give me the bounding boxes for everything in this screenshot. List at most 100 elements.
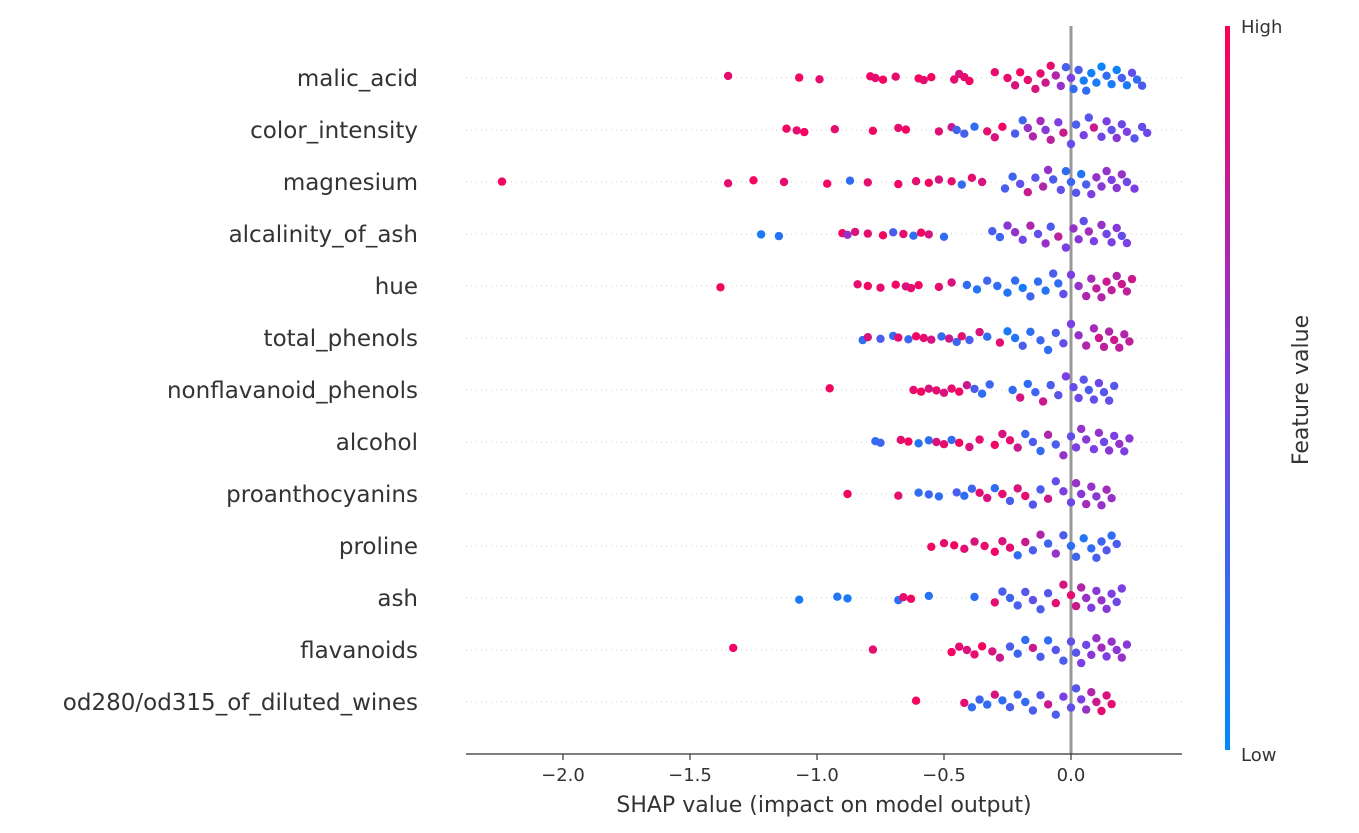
feature-labels: malic_acid color_intensity magnesium alcali…: [63, 66, 418, 716]
feature-label: proanthocyanins: [226, 482, 418, 508]
shap-point: [998, 122, 1007, 131]
shap-point: [1143, 128, 1152, 138]
shap-point: [894, 123, 903, 133]
shap-point: [1021, 429, 1030, 439]
shap-point: [723, 179, 733, 188]
shap-point: [983, 493, 992, 503]
shap-point: [952, 337, 961, 347]
shap-point: [1043, 539, 1053, 548]
shap-point: [919, 75, 928, 85]
shap-point: [1028, 546, 1038, 555]
shap-point: [1097, 293, 1106, 302]
shap-point: [998, 429, 1007, 439]
shap-point: [1061, 167, 1071, 176]
shap-point: [967, 484, 977, 493]
shap-point: [960, 698, 969, 708]
shap-point: [1003, 221, 1012, 230]
shap-point: [1082, 435, 1091, 444]
feature-label: proline: [339, 534, 418, 560]
shap-point: [863, 178, 872, 187]
shap-point: [1074, 393, 1083, 403]
shap-point: [1054, 279, 1063, 288]
shap-point: [1122, 640, 1132, 649]
shap-point: [995, 653, 1005, 662]
shap-point: [1112, 223, 1121, 233]
shap-point: [909, 385, 918, 395]
shap-point: [716, 283, 725, 292]
shap-point: [1071, 479, 1081, 488]
shap-point: [967, 703, 977, 712]
shap-point: [1036, 530, 1045, 539]
shap-point: [1054, 232, 1063, 241]
shap-point: [894, 179, 903, 189]
shap-point: [1036, 446, 1045, 456]
shap-point: [1079, 534, 1088, 543]
shap-point: [1023, 75, 1032, 85]
shap-point: [1112, 65, 1121, 75]
x-tick-label: −1.5: [668, 765, 712, 786]
shap-point: [1026, 327, 1035, 336]
shap-point: [1117, 170, 1127, 179]
shap-point: [1122, 81, 1132, 90]
feature-label: od280/od315_of_diluted_wines: [63, 690, 418, 716]
shap-point: [1043, 636, 1053, 645]
shap-point: [937, 332, 946, 341]
shap-point: [1092, 492, 1101, 501]
shap-point: [1021, 697, 1030, 707]
shap-point: [1016, 68, 1025, 77]
shap-point: [1084, 385, 1094, 395]
shap-point: [1071, 443, 1081, 452]
shap-point: [1013, 649, 1022, 658]
shap-point: [944, 334, 954, 343]
shap-point: [795, 595, 804, 604]
shap-point: [990, 440, 999, 450]
shap-point: [1102, 546, 1111, 555]
shap-point: [1107, 637, 1116, 646]
shap-point: [939, 440, 949, 449]
shap-point: [1054, 391, 1063, 400]
shap-point: [1013, 601, 1022, 610]
shap-point: [1084, 227, 1094, 236]
shap-point: [1013, 551, 1022, 560]
shap-point: [1018, 341, 1027, 350]
shap-point: [998, 489, 1007, 499]
shap-point: [1005, 593, 1015, 603]
shap-point: [1003, 73, 1012, 83]
shap-point: [904, 335, 913, 344]
shap-point: [998, 696, 1007, 705]
data-points: [497, 61, 1152, 719]
shap-point: [1115, 343, 1124, 352]
shap-point: [779, 177, 789, 187]
shap-point: [1102, 277, 1111, 286]
shap-point: [955, 642, 964, 651]
shap-point: [843, 230, 852, 239]
shap-point: [1021, 537, 1030, 547]
shap-point: [1071, 601, 1081, 611]
shap-point: [1107, 589, 1116, 598]
shap-point: [1043, 700, 1053, 709]
shap-point: [1082, 593, 1091, 603]
shap-point: [876, 438, 885, 447]
shap-point: [919, 333, 928, 343]
shap-point: [497, 177, 507, 186]
shap-point: [1059, 487, 1068, 496]
shap-point: [1026, 221, 1035, 230]
shap-point: [950, 75, 959, 84]
shap-point: [1036, 605, 1045, 614]
shap-point: [1077, 424, 1086, 434]
shap-point: [1028, 437, 1038, 447]
shap-point: [934, 282, 944, 292]
shap-point: [1099, 342, 1109, 352]
shap-point: [1059, 692, 1068, 701]
shap-point: [868, 645, 878, 654]
shap-point: [1059, 128, 1068, 137]
shap-point: [927, 73, 936, 82]
shap-point: [749, 176, 758, 185]
shap-point: [1089, 123, 1099, 132]
shap-point: [990, 133, 999, 142]
shap-point: [1092, 173, 1101, 182]
shap-point: [985, 380, 994, 389]
shap-point: [863, 229, 872, 238]
shap-point: [1097, 220, 1106, 230]
shap-point: [911, 332, 921, 341]
